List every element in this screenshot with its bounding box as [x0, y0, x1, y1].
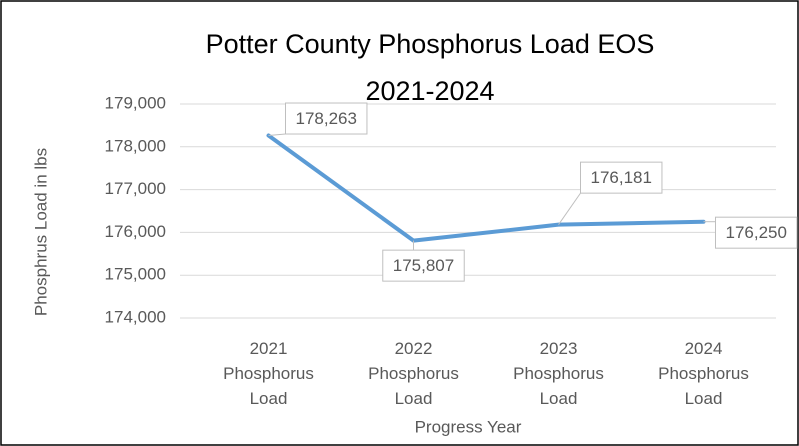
x-tick-label: 2023 Phosphorus Load: [513, 339, 604, 408]
data-label: 176,250: [726, 223, 787, 242]
y-axis-title: Phosphrus Load in lbs: [31, 148, 50, 316]
data-label-box: [715, 216, 798, 249]
y-tick-label: 177,000: [105, 179, 166, 198]
data-label-box: [580, 161, 663, 194]
x-tick-label: 2021 Phosphorus Load: [223, 339, 314, 408]
y-tick-label: 174,000: [105, 307, 166, 326]
data-label-callout: 178,263: [268, 102, 368, 137]
y-tick-label: 175,000: [105, 265, 166, 284]
chart-title: Potter County Phosphorus Load EOS 2021-20…: [206, 29, 655, 106]
x-axis-title: Progress Year: [415, 417, 522, 436]
data-label-callout: 175,807: [382, 240, 465, 282]
x-tick-label: 2024 Phosphorus Load: [658, 339, 749, 408]
data-label: 178,263: [296, 109, 357, 128]
data-label: 175,807: [393, 256, 454, 275]
data-label: 176,181: [591, 168, 652, 187]
data-label-callout: 176,181: [558, 161, 663, 225]
callout-leader: [558, 192, 581, 225]
y-tick-label: 176,000: [105, 222, 166, 241]
data-label-callout: 176,250: [703, 216, 798, 249]
line-series: [266, 133, 706, 243]
y-tick-label: 178,000: [105, 136, 166, 155]
data-label-box: [285, 102, 368, 135]
x-tick-label: 2022 Phosphorus Load: [368, 339, 459, 408]
y-tick-label: 179,000: [105, 93, 166, 112]
callout-leader: [268, 133, 286, 137]
data-label-box: [382, 249, 465, 282]
